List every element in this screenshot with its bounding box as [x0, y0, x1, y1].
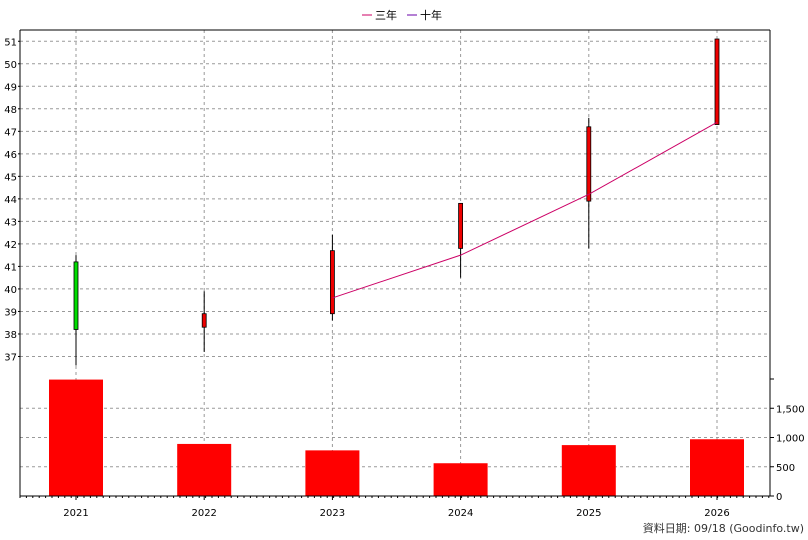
price-tick-label: 44 [4, 195, 17, 206]
volume-bar [690, 439, 744, 496]
volume-tick-label: 0 [776, 492, 782, 503]
price-tick-label: 48 [4, 105, 17, 116]
candle-body [458, 202, 464, 249]
price-tick-label: 50 [4, 60, 17, 71]
legend-label-ten-year: 十年 [420, 8, 442, 22]
legend-label-three-year: 三年 [375, 8, 397, 22]
x-tick-label: 2022 [191, 508, 216, 519]
price-tick-label: 38 [4, 330, 17, 341]
volume-tick-label: 1,500 [776, 404, 805, 415]
x-tick-label: 2024 [448, 508, 473, 519]
candle-body [586, 126, 592, 202]
legend: 三年 十年 [362, 8, 442, 22]
grid-lines [20, 30, 770, 496]
x-tick-label: 2023 [320, 508, 345, 519]
price-tick-label: 37 [4, 352, 17, 363]
volume-bar [49, 379, 103, 496]
volume-bar [561, 445, 616, 496]
x-tick-label: 2021 [63, 508, 88, 519]
price-tick-label: 42 [4, 240, 17, 251]
price-tick-label: 46 [4, 150, 17, 161]
price-tick-label: 43 [4, 217, 17, 228]
candlesticks [73, 38, 720, 366]
moving-average-lines [332, 121, 718, 299]
axes: 37 38 39 40 41 42 43 44 45 46 47 48 49 50 51 0 500 1,000 1… [4, 29, 805, 519]
volume-bar [177, 443, 232, 496]
price-tick-label: 47 [4, 127, 17, 138]
volume-bars [49, 379, 744, 496]
ma-line-three-year [332, 121, 718, 299]
price-tick-label: 40 [4, 285, 17, 296]
volume-bar [433, 463, 488, 496]
price-tick-label: 39 [4, 307, 17, 318]
candle-body [329, 250, 335, 315]
candle-body [201, 313, 207, 328]
volume-tick-label: 500 [776, 463, 795, 474]
x-tick-label: 2025 [576, 508, 601, 519]
volume-tick-label: 1,000 [776, 434, 805, 445]
data-date-footer: 資料日期: 09/18 (Goodinfo.tw) [643, 521, 804, 535]
candle-body [73, 261, 79, 330]
candle-body [714, 38, 720, 125]
x-tick-label: 2026 [704, 508, 729, 519]
price-tick-label: 51 [4, 37, 17, 48]
price-tick-label: 45 [4, 172, 17, 183]
price-tick-label: 49 [4, 82, 17, 93]
price-tick-label: 41 [4, 262, 17, 273]
volume-bar [305, 450, 360, 496]
